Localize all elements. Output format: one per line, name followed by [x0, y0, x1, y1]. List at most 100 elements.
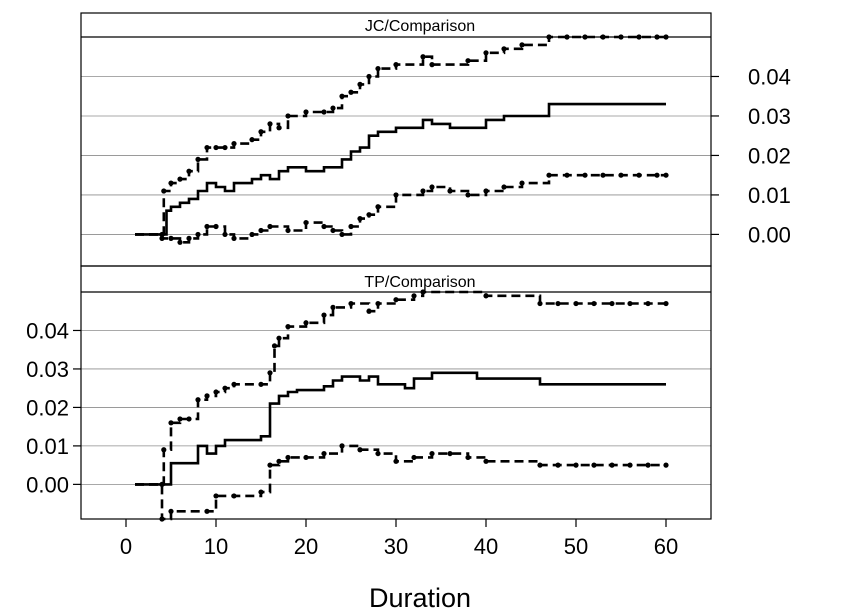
panel-jc-upper-ci-line-point-6	[195, 156, 201, 162]
panel-jc-lower-ci-line-point-15	[321, 223, 327, 230]
panel-jc-upper-ci-line-tail-point	[636, 34, 642, 40]
panel-jc-lower-ci-line-point-6	[204, 223, 210, 230]
panel-tp-lower-ci-line-point-8	[276, 458, 282, 464]
panel-jc-lower-ci-line-point-19	[357, 216, 363, 222]
panel-jc-lower-ci-line-point-14	[303, 219, 309, 226]
panel-tp-upper-ci-line-point-11	[258, 381, 264, 387]
panel-jc-upper-ci-line-point-8	[213, 144, 219, 151]
panel-tp-lower-ci-line-tail-point	[555, 462, 561, 468]
panel-jc-upper-ci-line-tail-point	[600, 34, 606, 40]
panel-jc-upper-ci-line-point-17	[321, 109, 327, 115]
panel-tp-lower-ci-line-point-20	[483, 458, 489, 464]
panel-jc-lower-ci-line-point-11	[258, 227, 264, 234]
panel-jc-frame	[80, 12, 712, 267]
panel-tp-y-tick-label-0: 0.00	[26, 472, 69, 497]
panel-jc-lower-ci-line-point-26	[465, 192, 471, 198]
panel-tp-lower-ci-line-tail-point	[645, 462, 651, 468]
panel-jc-lower-ci-line-point-4	[186, 235, 192, 241]
panel-jc-upper-ci-line-tail-point	[654, 34, 660, 40]
panel-jc-lower-ci-line-point-25	[447, 188, 453, 194]
x-tick-label-2: 20	[294, 534, 318, 559]
panel-jc-y-axis: 0.00 0.01 0.02 0.03 0.04	[711, 64, 791, 247]
panel-jc-upper-ci-line-point-5	[186, 168, 192, 174]
panel-tp-lower-ci-line-point-10	[303, 454, 309, 461]
panel-tp-upper-ci-line-point-9	[222, 385, 228, 391]
panel-jc-upper-ci-line-tail-point	[564, 34, 570, 40]
panel-jc-lower-ci-line-point-20	[366, 212, 372, 218]
panel-tp-upper-ci-line-tail-point	[555, 300, 561, 307]
panel-jc-upper-ci-line-point-31	[546, 34, 552, 40]
panel-tp-upper-ci-line-point-10	[231, 381, 237, 387]
panel-tp-lower-ci-line-tail-point	[627, 462, 633, 468]
panel-jc-lower-ci-line	[135, 173, 666, 244]
panel-tp-lower-ci-line-point-16	[411, 454, 417, 461]
panel-jc-upper-ci-line-point-29	[501, 46, 507, 52]
panel-jc-upper-ci-line-point-15	[285, 113, 291, 119]
panel-jc-lower-ci-line-point-24	[429, 184, 435, 190]
panel-jc-lower-ci-line-point-31	[663, 172, 669, 178]
panel-jc-upper-ci-line-point-23	[375, 65, 381, 72]
x-tick-label-5: 50	[564, 534, 588, 559]
panel-tp-upper-ci-line-point-27	[663, 300, 669, 307]
panel-tp-title: TP/Comparison	[364, 274, 475, 291]
x-tick-label-0: 0	[120, 534, 132, 559]
panel-jc-upper-ci-line-point-26	[429, 62, 435, 68]
x-axis-title: Duration	[369, 583, 471, 611]
panel-jc-lower-ci-line-point-22	[393, 192, 399, 198]
panel-tp-lower-ci-line-point-12	[339, 443, 345, 449]
panel-jc-lower-ci-line-point-28	[501, 184, 507, 190]
panel-jc-lower-ci-line-point-10	[249, 231, 255, 238]
panel-jc-lower-ci-line-point-17	[339, 231, 345, 238]
panel-jc-upper-ci-line-point-18	[330, 105, 336, 111]
panel-tp-upper-ci-line-point-7	[204, 393, 210, 399]
panel-jc-upper-ci-line-point-13	[267, 121, 273, 127]
panel-tp-upper-ci-line-tail-point	[627, 300, 633, 307]
panel-tp-upper-ci-line-point-2	[161, 447, 167, 453]
panel-jc-upper-ci-line-point-11	[249, 137, 255, 143]
panel-jc-y-tick-label-1: 0.01	[748, 183, 791, 208]
panel-tp-upper-ci-line-point-24	[420, 289, 426, 295]
panel-tp-lower-ci-line-point-18	[447, 450, 453, 457]
panel-jc-upper-ci-line-point-25	[420, 54, 426, 60]
panel-tp-lower-ci-line-point-4	[213, 493, 219, 499]
x-tick-label-4: 40	[474, 534, 498, 559]
panel-tp-lower-ci-line-point-1	[159, 516, 165, 522]
panel-tp-lower-ci-line-point-15	[393, 458, 399, 464]
panel-tp-series	[135, 289, 669, 522]
panel-tp-lower-ci-line-point-11	[321, 450, 327, 457]
panel-jc-upper-ci-line-point-21	[357, 81, 363, 87]
panel-jc-lower-ci-line-point-30	[546, 172, 552, 178]
panel-tp-y-tick-label-1: 0.01	[26, 434, 69, 459]
panel-jc-upper-ci-line-point-30	[519, 42, 525, 48]
panel-jc-upper-ci-line-point-22	[366, 73, 372, 80]
x-tick-label-3: 30	[384, 534, 408, 559]
panel-tp-lower-ci-line-point-17	[429, 450, 435, 457]
panel-jc-lower-ci-line-point-9	[231, 235, 237, 241]
panel-tp-upper-ci-line	[135, 290, 666, 486]
panel-jc-upper-ci-line-point-16	[303, 109, 309, 115]
panel-tp-lower-ci-line-point-3	[204, 508, 210, 514]
panel-tp-comparison: TP/Comparison 0.00 0.01 0.02 0.03 0.04	[26, 265, 712, 522]
panel-jc-lower-ci-line-point-29	[519, 180, 525, 186]
panel-jc-upper-ci-line-point-24	[393, 62, 399, 68]
panel-tp-grid	[81, 330, 711, 485]
panel-jc-upper-ci-line-point-4	[177, 176, 183, 182]
panel-tp-y-axis: 0.00 0.01 0.02 0.03 0.04	[26, 318, 81, 497]
panel-tp-lower-ci-line-tail-point	[573, 462, 579, 468]
panel-tp-upper-ci-line-point-21	[375, 300, 381, 307]
panel-jc-upper-ci-line-point-32	[663, 34, 669, 40]
panel-tp-lower-ci-line-point-2	[168, 508, 174, 514]
panel-tp-upper-ci-line-tail-point	[573, 300, 579, 307]
panel-jc-upper-ci-line-tail-point	[582, 34, 588, 40]
panel-tp-upper-ci-line-point-17	[321, 312, 327, 318]
panel-jc-upper-ci-line-point-20	[348, 89, 354, 95]
panel-jc-estimate-line	[135, 102, 666, 236]
panel-tp-upper-ci-line-point-25	[483, 293, 489, 299]
panel-jc-y-tick-label-0: 0.00	[748, 222, 791, 247]
panel-jc-upper-ci-line-point-27	[465, 58, 471, 64]
panel-tp-lower-ci-line-tail-point	[609, 462, 615, 468]
panel-jc-lower-ci-line-tail-point	[636, 172, 642, 178]
panel-jc-lower-ci-line-tail-point	[582, 172, 588, 178]
panel-jc-lower-ci-line-point-3	[177, 239, 183, 245]
panel-jc-lower-ci-line-tail-point	[600, 172, 606, 178]
